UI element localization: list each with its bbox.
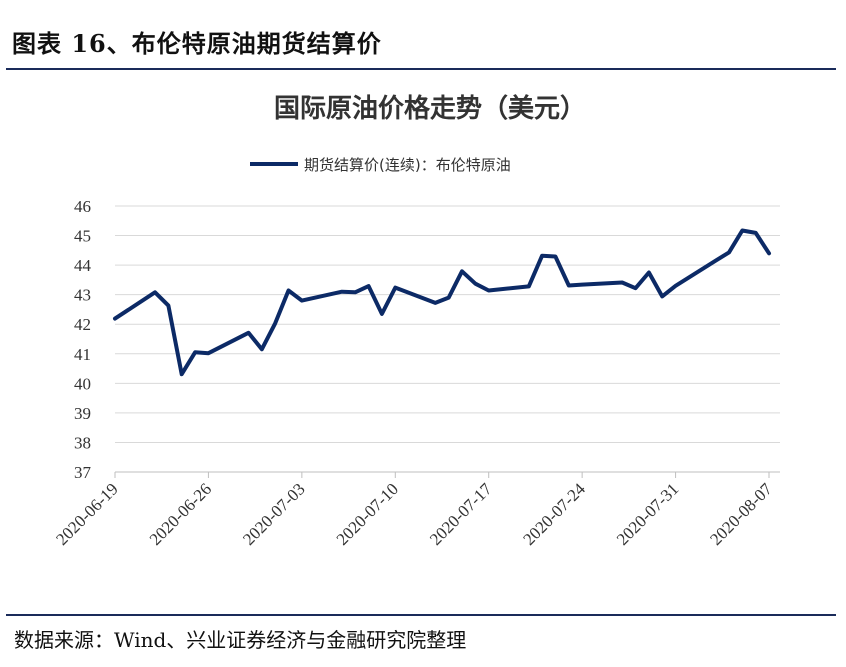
source-note: 数据来源：Wind、兴业证券经济与金融研究院整理 [14,628,467,652]
y-tick-label: 44 [74,256,92,275]
x-tick-label: 2020-08-07 [706,479,776,549]
x-axis [114,471,780,478]
gridlines [115,205,780,443]
legend-label: 期货结算价(连续)：布伦特原油 [304,156,511,174]
y-tick-label: 46 [74,197,91,216]
y-tick-label: 38 [74,433,91,452]
x-tick-label: 2020-07-31 [613,479,683,549]
x-tick-label: 2020-07-17 [426,479,496,549]
y-tick-label: 43 [74,286,91,305]
y-tick-label: 37 [74,463,92,482]
series-line [113,228,771,377]
figure-caption: 图表 16、布伦特原油期货结算价 [12,29,382,58]
x-tick-label: 2020-07-10 [333,479,403,549]
chart-title: 国际原油价格走势（美元） [274,93,586,124]
top-rule [6,68,836,70]
y-tick-label: 45 [74,227,91,246]
bottom-rule [6,614,836,616]
series-brent [113,228,771,377]
x-tick-label: 2020-07-03 [239,479,309,549]
y-tick-label: 42 [74,315,91,334]
line-chart: 国际原油价格走势（美元） 期货结算价(连续)：布伦特原油 37 38 39 40 41 4… [52,93,780,549]
y-tick-label: 41 [74,345,91,364]
x-tick-label: 2020-07-24 [519,479,589,549]
x-tick-label: 2020-06-19 [52,479,122,549]
x-tick-label: 2020-06-26 [146,479,216,549]
y-axis-labels: 37 38 39 40 41 42 43 44 45 46 [74,197,92,482]
x-axis-labels: 2020-06-19 2020-06-26 2020-07-03 2020-07-10… [52,479,776,549]
y-tick-label: 39 [74,404,91,423]
y-tick-label: 40 [74,374,91,393]
legend: 期货结算价(连续)：布伦特原油 [250,156,511,174]
